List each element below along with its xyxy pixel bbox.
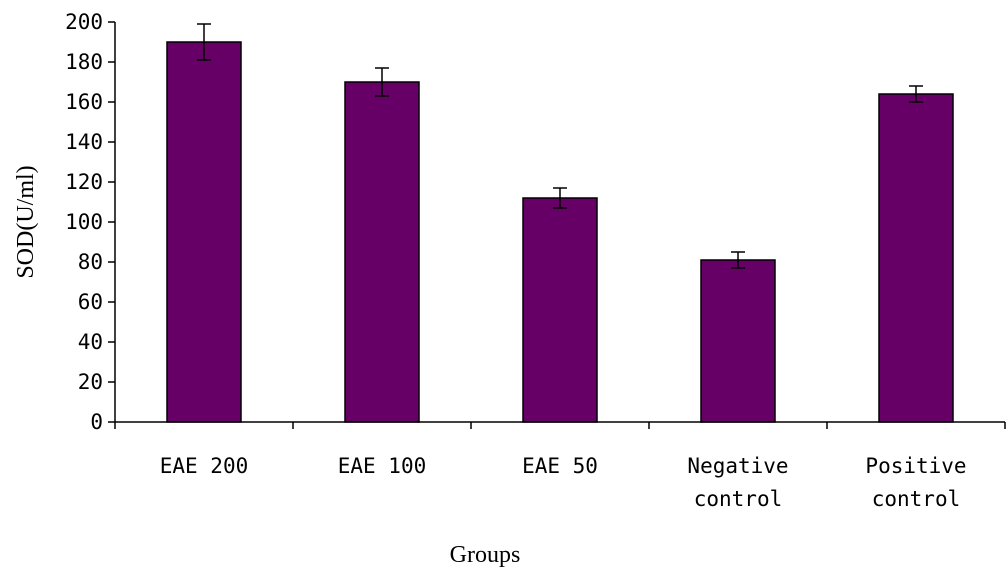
x-tick-label-4-line-0: Positive <box>865 454 966 478</box>
bar-1 <box>344 81 420 423</box>
x-tick-label-1: EAE 100 <box>338 454 427 478</box>
error-bars-group <box>197 23 923 269</box>
x-tick-label-3-line-1: control <box>694 487 783 511</box>
y-tick-label-1: 20 <box>78 370 103 394</box>
y-axis-title: SOD(U/ml) <box>13 165 39 278</box>
bar-2 <box>522 197 598 423</box>
y-tick-label-6: 120 <box>65 170 103 194</box>
x-tick-label-0: EAE 200 <box>160 454 249 478</box>
x-tick-label-3-line-0: Negative <box>687 454 788 478</box>
y-tick-label-2: 40 <box>78 330 103 354</box>
y-tick-label-7: 140 <box>65 130 103 154</box>
bars-group <box>166 41 954 423</box>
x-axis-title: Groups <box>450 542 521 568</box>
y-tick-label-3: 60 <box>78 290 103 314</box>
x-tick-label-4-line-1: control <box>872 487 961 511</box>
x-tick-label-2: EAE 50 <box>522 454 598 478</box>
bar-0 <box>166 41 242 423</box>
bar-4 <box>878 93 954 423</box>
y-tick-label-10: 200 <box>65 10 103 34</box>
y-tick-label-8: 160 <box>65 90 103 114</box>
y-tick-label-4: 80 <box>78 250 103 274</box>
y-tick-label-5: 100 <box>65 210 103 234</box>
bar-3 <box>700 259 776 423</box>
y-tick-label-0: 0 <box>90 410 103 434</box>
y-tick-label-9: 180 <box>65 50 103 74</box>
axes-group <box>108 21 1006 429</box>
labels-group: 0 20 40 60 80 100 120 140 160 180 200 EAE 200 EAE 10… <box>65 10 967 511</box>
